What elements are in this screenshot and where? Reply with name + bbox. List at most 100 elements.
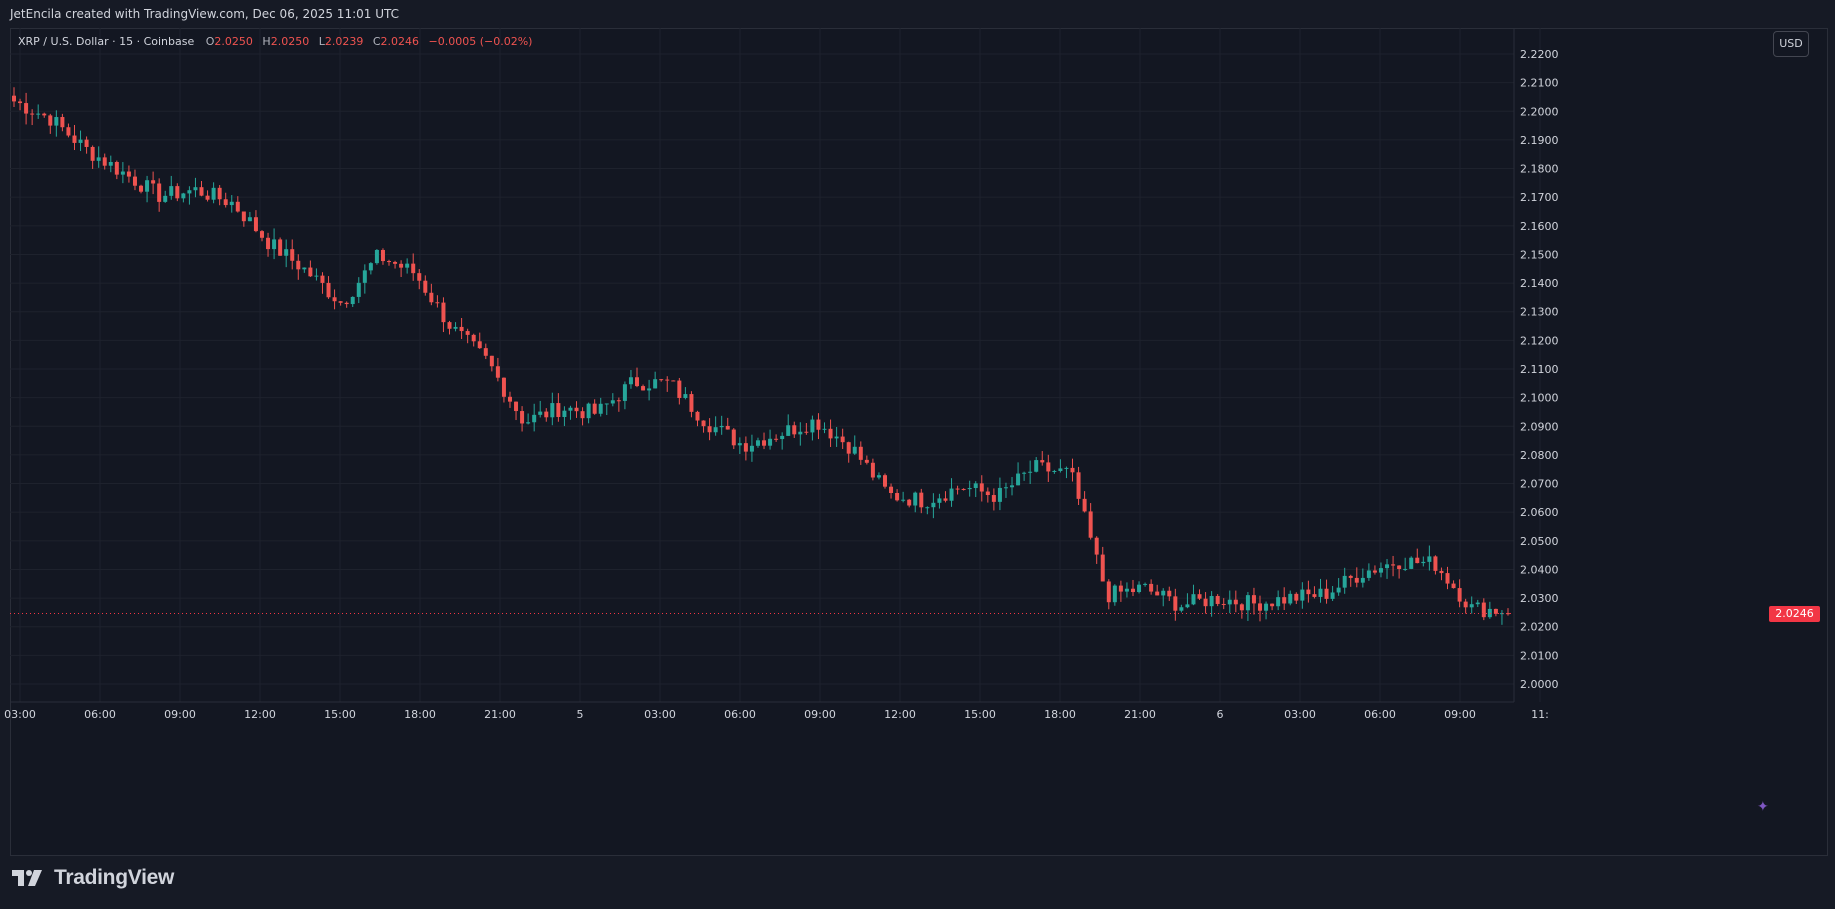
- footer: [0, 856, 1835, 909]
- candle-body: [151, 180, 156, 184]
- candle-body: [42, 113, 47, 116]
- candle-body: [193, 187, 198, 191]
- candle-body: [1064, 467, 1069, 469]
- candle-body: [580, 411, 585, 419]
- candle-body: [1221, 603, 1226, 605]
- candle-body: [689, 394, 694, 412]
- candle-body: [876, 475, 881, 478]
- chart-frame[interactable]: [10, 28, 1828, 856]
- brand[interactable]: TradingView: [12, 866, 174, 890]
- price-tick-label: 2.1100: [1520, 363, 1559, 376]
- candle-body: [1088, 511, 1093, 538]
- candle-body: [1506, 613, 1510, 615]
- candle-body: [1239, 604, 1244, 611]
- last-price-tag: 2.0246: [1769, 605, 1820, 622]
- candle-body: [1330, 592, 1335, 599]
- time-tick-label: 06:00: [1364, 708, 1396, 721]
- candle-body: [949, 488, 954, 501]
- candle-body: [1203, 598, 1208, 607]
- price-tick-label: 2.2000: [1520, 105, 1559, 118]
- candle-body: [459, 326, 464, 332]
- candle-body: [1094, 537, 1099, 555]
- candle-body: [562, 410, 567, 417]
- candle-body: [955, 488, 960, 490]
- candle-body: [1034, 460, 1039, 472]
- candle-body: [507, 396, 512, 402]
- candle-body: [1439, 570, 1444, 574]
- candle-body: [834, 436, 839, 439]
- time-tick-label: 06:00: [724, 708, 756, 721]
- candle-body: [483, 348, 488, 356]
- price-tick-label: 2.1600: [1520, 220, 1559, 233]
- candle-body: [713, 427, 718, 433]
- candle-body: [1118, 585, 1123, 592]
- candle-body: [665, 379, 670, 381]
- candle-body: [1451, 583, 1456, 589]
- candle-body: [18, 101, 23, 104]
- candle-body: [338, 301, 343, 303]
- candle-body: [1191, 594, 1196, 605]
- candle-body: [175, 186, 180, 199]
- candle-body: [1173, 596, 1178, 611]
- candle-body: [387, 261, 392, 263]
- candle-body: [145, 180, 150, 192]
- candle-body: [647, 388, 652, 391]
- price-tick-label: 2.0900: [1520, 420, 1559, 433]
- candle-body: [1209, 596, 1214, 607]
- brand-name: TradingView: [54, 866, 175, 889]
- candle-body: [1403, 568, 1408, 570]
- candle-body: [1070, 467, 1075, 473]
- candle-body: [1185, 604, 1190, 608]
- candle-body: [24, 103, 29, 114]
- candle-body: [598, 403, 603, 414]
- candle-body: [247, 217, 252, 222]
- candle-body: [804, 431, 809, 433]
- candle-body: [701, 420, 706, 427]
- symbol-label[interactable]: XRP / U.S. Dollar · 15 · Coinbase: [18, 35, 195, 48]
- top-bar: JetEncila created with TradingView.com, …: [0, 0, 1835, 28]
- candle-body: [725, 425, 730, 430]
- candle-body: [743, 443, 748, 452]
- price-tick-label: 2.1200: [1520, 334, 1559, 347]
- time-tick-label: 11:: [1531, 708, 1549, 721]
- candle-body: [864, 459, 869, 463]
- candle-body: [380, 249, 385, 262]
- candle-body: [356, 282, 361, 297]
- candle-body: [1360, 577, 1365, 583]
- time-tick-label: 21:00: [1124, 708, 1156, 721]
- candle-body: [399, 263, 404, 268]
- candle-body: [991, 495, 996, 502]
- price-tick-label: 2.0500: [1520, 535, 1559, 548]
- candle-body: [1469, 604, 1474, 608]
- candle-body: [816, 419, 821, 430]
- candle-body: [1016, 473, 1021, 486]
- high-label: H: [262, 35, 271, 48]
- candle-body: [731, 429, 736, 446]
- candle-body: [132, 176, 137, 186]
- candle-body: [1106, 581, 1111, 603]
- candle-body: [278, 239, 283, 256]
- candle-body: [913, 492, 918, 506]
- candle-body: [435, 302, 440, 304]
- time-tick-label: 09:00: [1444, 708, 1476, 721]
- candle-body: [120, 171, 125, 175]
- candle-body: [1372, 570, 1377, 573]
- currency-button[interactable]: USD: [1773, 31, 1809, 57]
- candle-body: [943, 498, 948, 501]
- time-tick-label: 03:00: [1284, 708, 1316, 721]
- open-label: O: [205, 35, 215, 48]
- candle-body: [840, 436, 845, 443]
- candle-body: [961, 488, 966, 490]
- candle-body: [538, 411, 543, 415]
- sparkle-icon[interactable]: ✦: [1757, 798, 1769, 814]
- price-tick-label: 2.0000: [1520, 678, 1559, 691]
- candle-body: [1342, 575, 1347, 588]
- price-tick-label: 2.1000: [1520, 392, 1559, 405]
- candle-body: [749, 445, 754, 452]
- candle-body: [1046, 462, 1051, 472]
- candle-body: [465, 331, 470, 335]
- candle-body: [1003, 487, 1008, 489]
- candle-body: [1251, 595, 1256, 604]
- time-tick-label: 18:00: [404, 708, 436, 721]
